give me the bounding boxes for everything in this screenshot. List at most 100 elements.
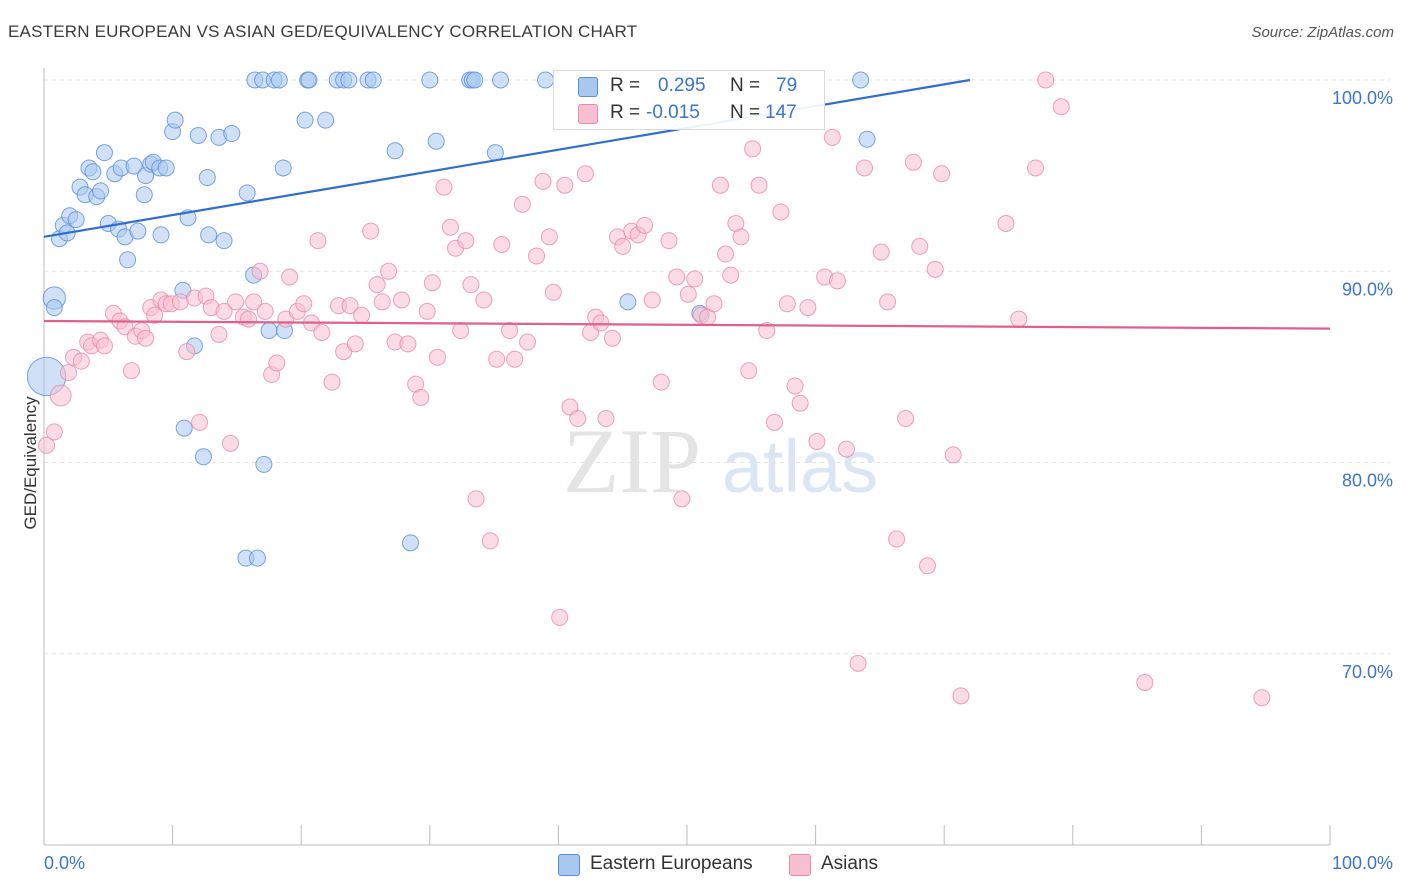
point-eastern-europeans	[157, 159, 175, 177]
trend-line-asians	[43, 319, 1331, 330]
point-asians	[38, 436, 56, 454]
point-eastern-europeans	[189, 126, 207, 144]
point-asians	[711, 176, 729, 194]
point-asians	[95, 337, 113, 355]
point-eastern-europeans	[92, 182, 110, 200]
point-eastern-europeans	[67, 211, 85, 229]
legend-swatch-asians	[789, 854, 811, 876]
point-asians	[750, 176, 768, 194]
point-asians	[488, 350, 506, 368]
point-eastern-europeans	[95, 144, 113, 162]
point-asians	[122, 362, 140, 380]
point-asians	[191, 413, 209, 431]
point-asians	[452, 322, 470, 340]
point-asians	[679, 285, 697, 303]
point-eastern-europeans	[421, 71, 439, 89]
point-asians	[323, 373, 341, 391]
legend-swatch-eastern-europeans	[578, 77, 598, 97]
point-eastern-europeans	[166, 111, 184, 129]
point-asians	[772, 203, 790, 221]
point-asians	[652, 373, 670, 391]
legend-label-eastern-europeans: Eastern Europeans	[590, 853, 753, 874]
n-value-eastern-europeans: 79	[776, 75, 798, 96]
point-asians	[660, 232, 678, 250]
point-asians	[643, 291, 661, 309]
point-asians	[879, 293, 897, 311]
point-eastern-europeans	[238, 184, 256, 202]
point-asians	[952, 687, 970, 705]
point-asians	[146, 306, 164, 324]
point-eastern-europeans	[215, 232, 233, 250]
chart-title: EASTERN EUROPEAN VS ASIAN GED/EQUIVALENC…	[8, 22, 638, 41]
point-eastern-europeans	[364, 71, 382, 89]
y-axis-label: GED/Equivalency	[21, 396, 40, 530]
point-asians	[481, 532, 499, 550]
point-asians	[758, 322, 776, 340]
point-asians	[1027, 159, 1045, 177]
point-asians	[823, 128, 841, 146]
point-asians	[603, 329, 621, 347]
y-tick-label: 80.0%	[1342, 471, 1393, 491]
point-eastern-europeans	[296, 111, 314, 129]
point-eastern-europeans	[466, 71, 484, 89]
point-asians	[534, 172, 552, 190]
axes-layer	[43, 68, 1331, 846]
point-asians	[362, 222, 380, 240]
point-asians	[705, 295, 723, 313]
point-asians	[245, 293, 263, 311]
point-asians	[544, 283, 562, 301]
point-asians	[441, 218, 459, 236]
point-asians	[309, 232, 327, 250]
legend-label-asians: Asians	[821, 853, 879, 874]
point-asians	[475, 291, 493, 309]
point-eastern-europeans	[340, 71, 358, 89]
trend-line-eastern-europeans	[43, 78, 971, 238]
point-eastern-europeans	[270, 71, 288, 89]
point-eastern-europeans	[858, 130, 876, 148]
point-eastern-europeans	[255, 455, 273, 473]
point-eastern-europeans	[300, 71, 318, 89]
point-eastern-europeans	[175, 419, 193, 437]
point-asians	[353, 306, 371, 324]
point-asians	[513, 195, 531, 213]
point-asians	[888, 530, 906, 548]
point-eastern-europeans	[492, 71, 510, 89]
point-asians	[837, 440, 855, 458]
point-asians	[740, 362, 758, 380]
point-asians	[346, 335, 364, 353]
point-asians	[1253, 689, 1271, 707]
n-value-asians: 147	[765, 102, 797, 123]
point-asians	[791, 394, 809, 412]
point-asians	[897, 410, 915, 428]
point-asians	[911, 237, 929, 255]
point-eastern-europeans	[317, 111, 335, 129]
point-asians	[933, 165, 951, 183]
r-value-asians: -0.015	[646, 102, 700, 123]
point-eastern-europeans	[45, 299, 63, 317]
point-asians	[765, 413, 783, 431]
point-eastern-europeans	[248, 549, 266, 567]
x-tick-label: 0.0%	[44, 853, 85, 873]
y-tick-label: 90.0%	[1342, 279, 1393, 299]
point-asians	[501, 322, 519, 340]
point-asians	[429, 348, 447, 366]
point-eastern-europeans	[125, 157, 143, 175]
point-eastern-europeans	[260, 322, 278, 340]
point-asians	[1010, 310, 1028, 328]
point-asians	[457, 232, 475, 250]
point-asians	[1136, 673, 1154, 691]
point-asians	[778, 295, 796, 313]
point-eastern-europeans	[119, 251, 137, 269]
n-label: N =	[730, 75, 761, 96]
point-eastern-europeans	[852, 71, 870, 89]
point-asians	[519, 333, 537, 351]
point-asians	[239, 310, 257, 328]
point-asians	[493, 235, 511, 253]
grid-layer	[44, 79, 1390, 655]
series-legend: Eastern Europeans Asians	[0, 851, 1406, 879]
point-asians	[744, 140, 762, 158]
point-asians	[668, 268, 686, 286]
y-tick-label: 70.0%	[1342, 662, 1393, 682]
point-asians	[506, 350, 524, 368]
point-asians	[828, 272, 846, 290]
